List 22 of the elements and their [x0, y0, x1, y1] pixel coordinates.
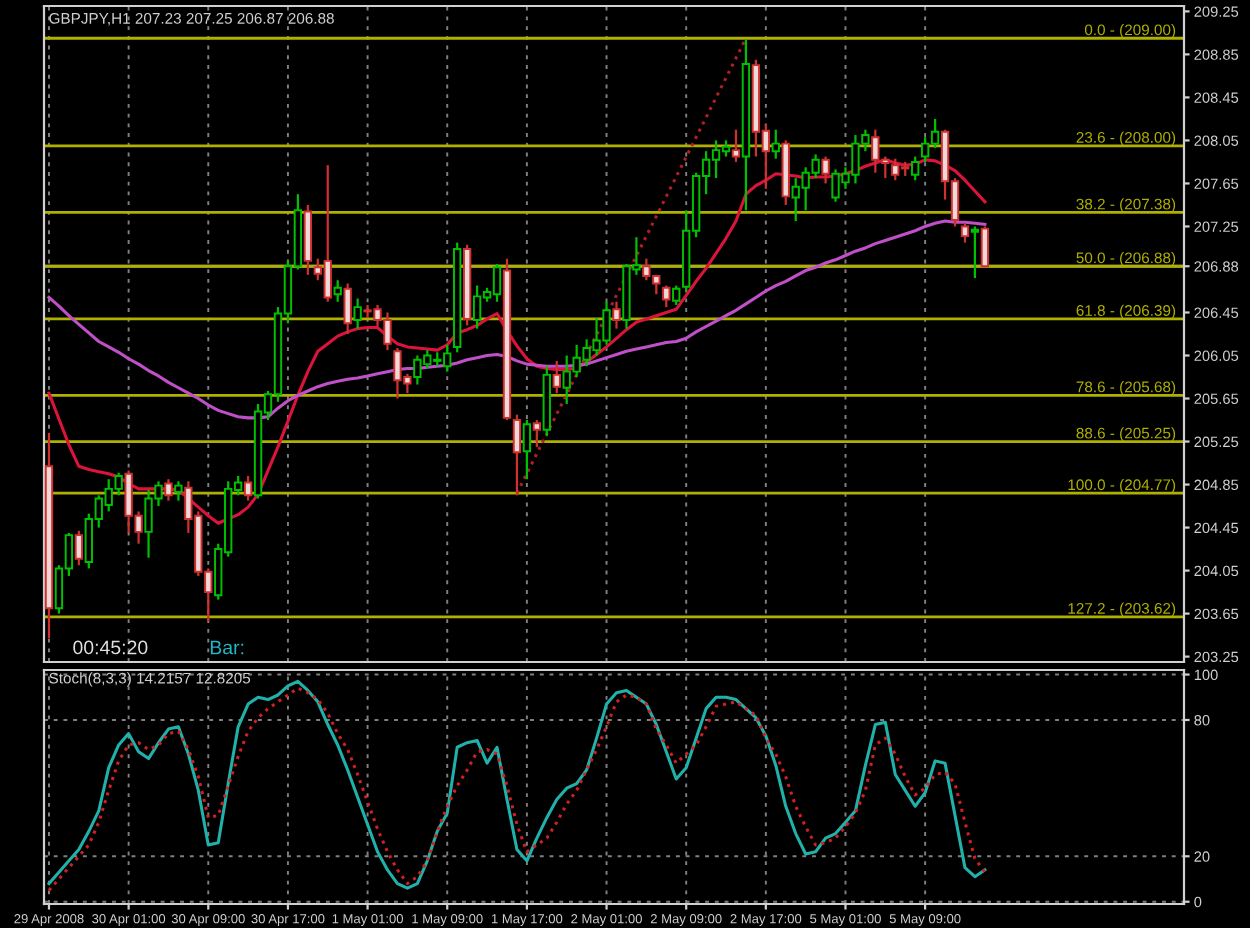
- candlestick: [980, 225, 990, 269]
- candlestick: [243, 474, 253, 502]
- candlestick: [731, 128, 741, 164]
- candlestick: [333, 279, 342, 303]
- candlestick: [672, 284, 681, 307]
- candlestick: [512, 413, 522, 497]
- candlestick: [74, 529, 83, 567]
- candlestick: [662, 284, 671, 309]
- candlestick: [911, 155, 920, 182]
- annotation: Bar:: [210, 640, 244, 655]
- candlestick: [771, 128, 780, 160]
- candlestick: [174, 480, 183, 502]
- candlestick: [343, 282, 352, 336]
- candlestick: [612, 300, 621, 330]
- candlestick: [960, 222, 970, 244]
- candlestick: [821, 155, 830, 185]
- annotation: 00:45:20: [73, 640, 148, 655]
- candlestick: [353, 297, 362, 330]
- candlestick: [164, 478, 173, 502]
- candlestick: [970, 225, 980, 280]
- candlestick: [532, 418, 541, 449]
- candlestick: [552, 359, 561, 395]
